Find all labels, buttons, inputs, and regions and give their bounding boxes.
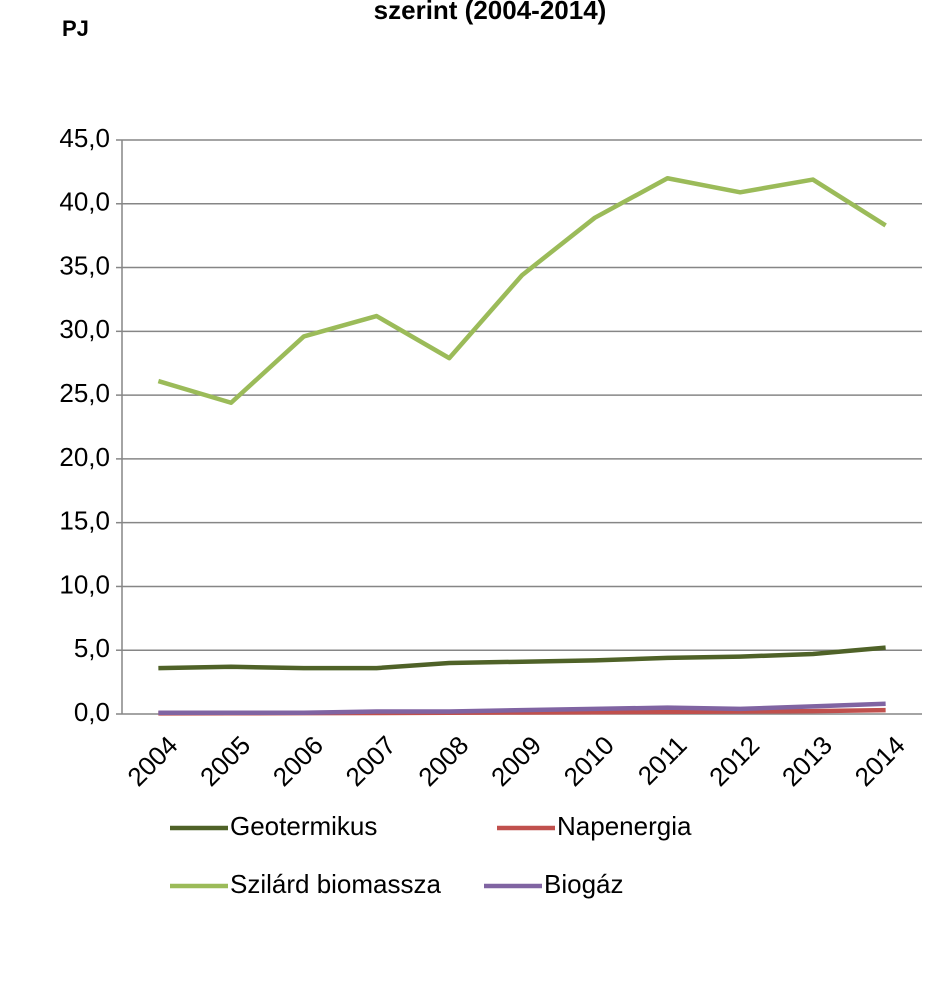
series-line [158,701,886,715]
y-tick-label: 40,0 [59,187,110,217]
y-tick-label: 20,0 [59,442,110,472]
x-tick-label: 2014 [849,730,911,792]
legend-label: Geotermikus [230,811,377,841]
series-line [158,645,886,671]
y-tick-label: 10,0 [59,569,110,599]
x-tick-label: 2004 [121,730,183,792]
y-tick-label: 35,0 [59,250,110,280]
x-tick-label: 2006 [267,730,329,792]
x-tick-label: 2007 [340,730,402,792]
chart-title: szerint (2004-2014) [374,0,607,25]
y-tick-label: 5,0 [74,633,110,663]
y-tick-label: 25,0 [59,378,110,408]
x-tick-label: 2008 [412,730,474,792]
x-tick-label: 2012 [703,730,765,792]
y-axis-label: PJ [62,16,89,41]
legend-label: Szilárd biomassza [230,869,442,899]
y-tick-label: 45,0 [59,123,110,153]
x-tick-label: 2010 [558,730,620,792]
x-tick-label: 2011 [632,730,693,791]
x-tick-label: 2013 [776,730,838,792]
x-tick-label: 2009 [485,730,547,792]
y-tick-label: 15,0 [59,506,110,536]
series-line [157,176,887,406]
y-tick-label: 0,0 [74,697,110,727]
legend-label: Biogáz [544,869,624,899]
y-tick-label: 30,0 [59,314,110,344]
x-tick-label: 2005 [194,730,256,792]
legend-label: Napenergia [557,811,692,841]
